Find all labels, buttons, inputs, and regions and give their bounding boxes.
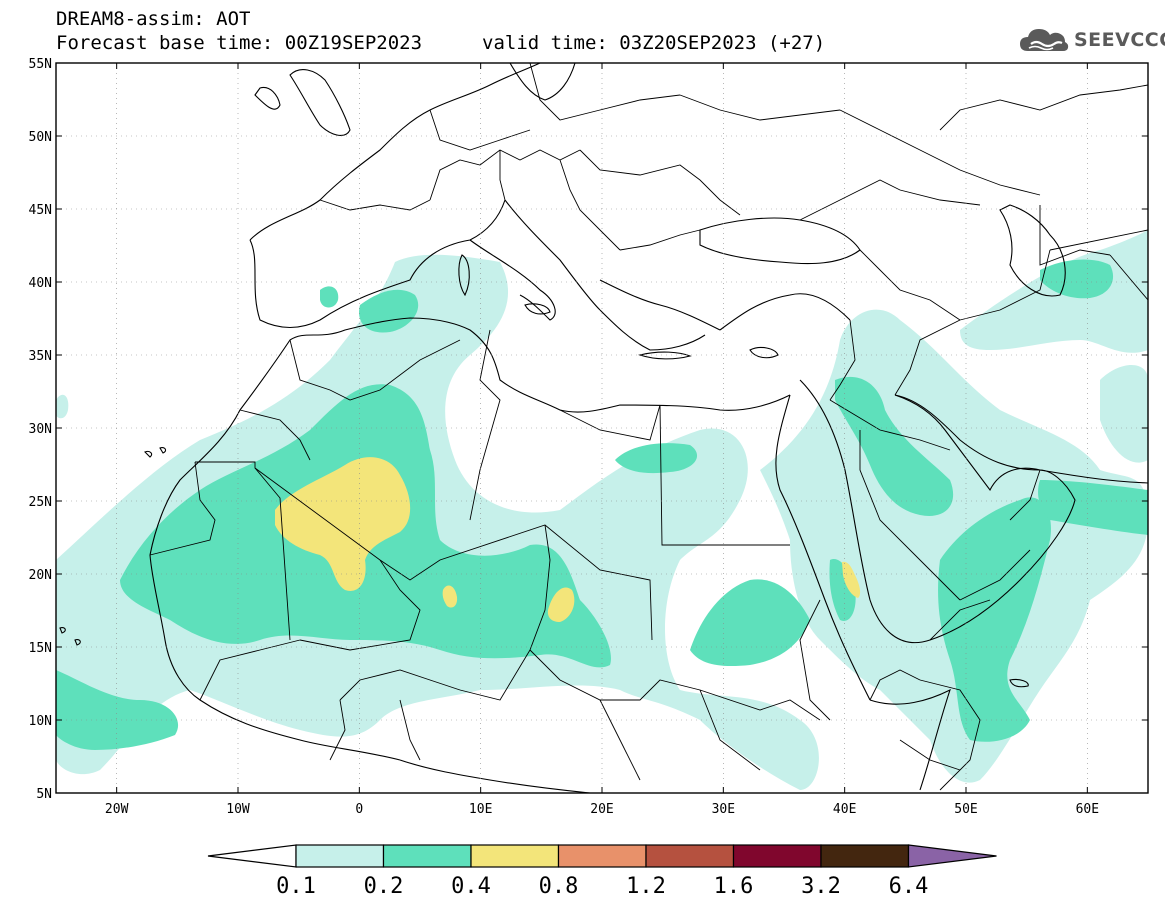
colorbar-label: 1.2 <box>626 874 666 899</box>
lon-tick-label: 20E <box>590 802 613 817</box>
colorbar-box <box>470 844 560 868</box>
lon-tick-label: 20W <box>105 802 129 817</box>
lat-tick-label: 35N <box>29 349 52 364</box>
lat-tick-label: 10N <box>29 714 52 729</box>
colorbar-label: 0.4 <box>451 874 491 899</box>
lon-tick-label: 50E <box>954 802 977 817</box>
colorbar-label: 0.8 <box>539 874 579 899</box>
valid-time: valid time: 03Z20SEP2023 (+27) <box>482 32 826 54</box>
cloud-icon <box>1020 29 1069 51</box>
colorbar-label: 1.6 <box>714 874 754 899</box>
lat-tick-label: 15N <box>29 641 52 656</box>
lat-tick-label: 50N <box>29 130 52 145</box>
lon-tick-label: 40E <box>833 802 856 817</box>
colorbar-low-arrow <box>207 844 297 868</box>
colorbar-label: 0.1 <box>276 874 316 899</box>
colorbar-label: 6.4 <box>889 874 929 899</box>
colorbar-label: 3.2 <box>801 874 841 899</box>
lon-tick-label: 10W <box>226 802 250 817</box>
lat-tick-label: 5N <box>36 787 52 802</box>
lat-tick-label: 20N <box>29 568 52 583</box>
lon-tick-label: 0 <box>355 802 363 817</box>
aot-fields <box>56 63 1148 793</box>
colorbar-box <box>557 844 647 868</box>
lat-tick-label: 30N <box>29 422 52 437</box>
colorbar-box <box>820 844 910 868</box>
lat-tick-label: 45N <box>29 203 52 218</box>
colorbar-labels: 0.1 0.2 0.4 0.8 1.2 1.6 3.2 6.4 <box>276 874 928 899</box>
seevccc-logo: SEEVCCC <box>1018 24 1165 56</box>
map-title: DREAM8-assim: AOT <box>56 8 251 30</box>
lat-tick-label: 25N <box>29 495 52 510</box>
lat-tick-label: 40N <box>29 276 52 291</box>
colorbar-label: 0.2 <box>364 874 404 899</box>
lon-tick-label: 60E <box>1076 802 1099 817</box>
lon-tick-label: 10E <box>469 802 492 817</box>
logo-text: SEEVCCC <box>1074 29 1165 51</box>
colorbar-box <box>645 844 735 868</box>
colorbar-boxes <box>207 844 997 868</box>
axis-ticks: 55N 50N 45N 40N 35N 30N 25N 20N 15N 10N 5N 20W 10W 0 1… <box>29 57 1148 817</box>
colorbar-box <box>732 844 822 868</box>
colorbar-box <box>382 844 472 868</box>
colorbar-high-arrow <box>907 844 997 868</box>
forecast-base-time: Forecast base time: 00Z19SEP2023 <box>56 32 423 54</box>
country-borders <box>149 63 1148 791</box>
map-grid <box>56 63 1148 793</box>
lon-tick-label: 30E <box>712 802 735 817</box>
lat-tick-label: 55N <box>29 57 52 72</box>
aot-0-4-contour <box>275 457 861 622</box>
coastlines <box>59 63 1148 793</box>
colorbar-box <box>295 844 385 868</box>
